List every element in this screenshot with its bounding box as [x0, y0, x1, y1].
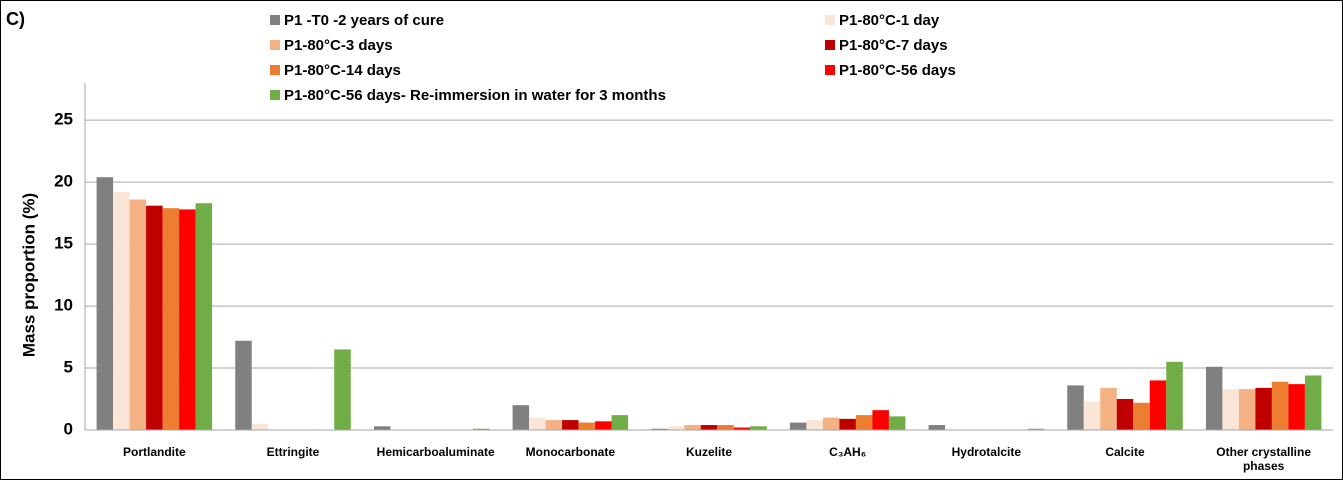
y-tick-label: 10: [54, 296, 73, 315]
bar: [717, 425, 734, 430]
bar: [1083, 401, 1101, 430]
bar: [146, 205, 163, 430]
x-tick-label: C₃AH₆: [829, 445, 867, 459]
bar: [733, 427, 751, 430]
x-tick-label: Kuzelite: [685, 445, 732, 459]
bar: [1133, 402, 1150, 430]
bar: [235, 340, 252, 430]
y-tick-label: 5: [64, 358, 73, 377]
legend-label: P1-80°C-7 days: [839, 37, 948, 54]
bar: [373, 426, 391, 430]
bar: [667, 426, 685, 430]
legend-swatch: [825, 15, 835, 25]
x-tick-label: Ettringite: [266, 445, 320, 459]
y-tick-label: 0: [64, 419, 73, 438]
bar: [1166, 361, 1183, 430]
bar: [822, 417, 840, 430]
bar: [595, 421, 612, 430]
bar: [1271, 381, 1289, 430]
legend-swatch: [825, 65, 835, 75]
bar: [1238, 389, 1256, 430]
x-tick-label: Hemicarboaluminate: [376, 445, 495, 459]
x-tick-label: Monocarbonate: [525, 445, 615, 459]
bar: [839, 418, 856, 430]
bar: [529, 417, 546, 430]
legend-swatch: [825, 40, 835, 50]
bar: [113, 192, 130, 430]
bar: [195, 203, 213, 430]
legend-swatch: [270, 40, 280, 50]
bar: [578, 422, 596, 430]
legend-label: P1-80°C-14 days: [284, 62, 401, 79]
bar: [1222, 389, 1239, 430]
bar: [1067, 385, 1084, 430]
y-tick-label: 25: [54, 110, 73, 129]
bar: [611, 415, 629, 430]
bar: [1304, 375, 1322, 430]
bar: [684, 425, 701, 430]
bar: [1288, 384, 1305, 430]
bar: [251, 423, 269, 430]
bar: [806, 420, 823, 430]
bar: [472, 428, 490, 430]
legend-label: P1-80°C-56 days- Re-immersion in water f…: [284, 87, 666, 104]
y-tick-label: 20: [54, 172, 73, 191]
x-tick-label: Hydrotalcite: [951, 445, 1021, 459]
bar: [1205, 366, 1223, 430]
bar: [750, 426, 767, 430]
bar: [888, 416, 906, 430]
bar: [334, 349, 351, 430]
bar: [96, 177, 114, 430]
bar: [179, 209, 196, 430]
bar: [651, 428, 668, 430]
y-tick-label: 15: [54, 234, 73, 253]
legend-swatch: [270, 65, 280, 75]
bar: [562, 420, 579, 430]
bar: [1116, 399, 1134, 430]
bar: [1255, 387, 1272, 430]
legend-swatch: [270, 90, 280, 100]
bar: [162, 208, 180, 430]
y-axis-label: Mass proportion (%): [19, 193, 38, 357]
bar: [928, 425, 946, 430]
bar: [872, 410, 889, 430]
legend-label: P1-80°C-56 days: [839, 62, 956, 79]
bar: [129, 199, 147, 430]
panel-label: C): [6, 9, 25, 29]
legend-label: P1-80°C-3 days: [284, 37, 393, 54]
bar: [545, 420, 563, 430]
bar: [1100, 387, 1117, 430]
x-tick-label: Calcite: [1105, 445, 1145, 459]
legend-label: P1-80°C-1 day: [839, 12, 940, 29]
bar: [1027, 428, 1045, 430]
legend-swatch: [270, 15, 280, 25]
bar: [1149, 380, 1167, 430]
bar: [512, 405, 530, 430]
x-tick-label: Portlandite: [122, 445, 186, 459]
bar: [855, 415, 873, 430]
legend-label: P1 -T0 -2 years of cure: [284, 12, 444, 29]
bar: [789, 422, 807, 430]
x-tick-label: Other crystalline phases: [1216, 445, 1312, 473]
bar: [700, 425, 718, 430]
